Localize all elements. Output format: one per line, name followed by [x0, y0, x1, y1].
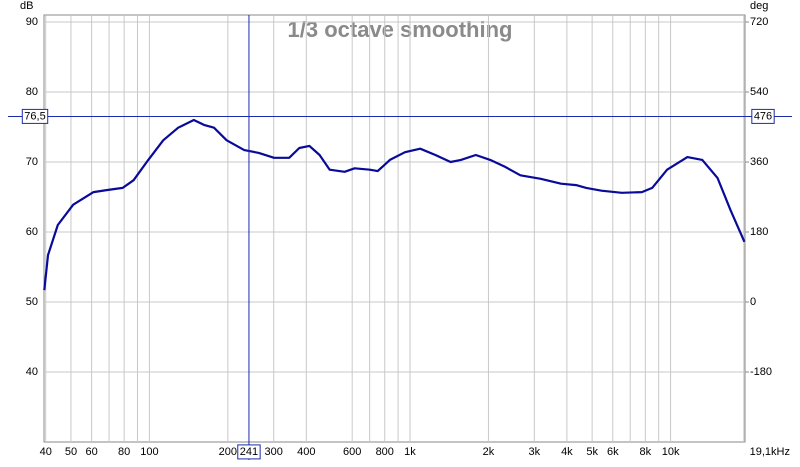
y2-axis-label: deg [750, 0, 768, 12]
y2-tick-label: -180 [750, 366, 772, 378]
x-tick-label: 10k [662, 446, 680, 458]
x-tick-label: 600 [343, 446, 361, 458]
y-tick-label: 80 [26, 86, 38, 98]
y2-tick-label: 720 [750, 16, 768, 28]
x-tick-label: 2k [483, 446, 495, 458]
x-tick-label: 60 [85, 446, 97, 458]
plot-area [43, 14, 746, 443]
x-tick-label: 800 [376, 446, 394, 458]
x-tick-label: 200 [219, 446, 237, 458]
data-line [43, 118, 746, 291]
y-tick-label: 60 [26, 226, 38, 238]
x-tick-label: 19,1kHz [750, 446, 790, 458]
y-tick-label: 90 [26, 16, 38, 28]
y2-tick-label: 0 [750, 296, 756, 308]
x-tick-label: 8k [640, 446, 652, 458]
x-tick-label: 6k [607, 446, 619, 458]
chart-title: 1/3 octave smoothing [288, 17, 513, 42]
y-tick-label: 50 [26, 296, 38, 308]
cursor-y-label-box [21, 108, 49, 124]
x-tick-label: 1k [404, 446, 416, 458]
cursor-y-label: 76,5 [24, 110, 45, 122]
x-tick-label: 300 [265, 446, 283, 458]
cursor-y2-label: 476 [754, 110, 772, 122]
y-axis-label: dB [20, 0, 33, 12]
x-tick-label: 80 [118, 446, 130, 458]
x-tick-label: 40 [40, 446, 52, 458]
x-tick-label: 3k [529, 446, 541, 458]
y-tick-label: 40 [26, 366, 38, 378]
cursor-x-label-box [237, 444, 261, 460]
x-tick-label: 100 [140, 446, 158, 458]
y2-tick-label: 180 [750, 226, 768, 238]
x-tick-label: 4k [561, 446, 573, 458]
cursor-y2-label-box [751, 108, 775, 124]
x-tick-label: 50 [65, 446, 77, 458]
y-tick-label: 70 [26, 156, 38, 168]
y2-tick-label: 540 [750, 86, 768, 98]
cursor-x-label: 241 [240, 446, 258, 458]
x-tick-label: 400 [297, 446, 315, 458]
y2-tick-label: 360 [750, 156, 768, 168]
x-tick-label: 5k [586, 446, 598, 458]
